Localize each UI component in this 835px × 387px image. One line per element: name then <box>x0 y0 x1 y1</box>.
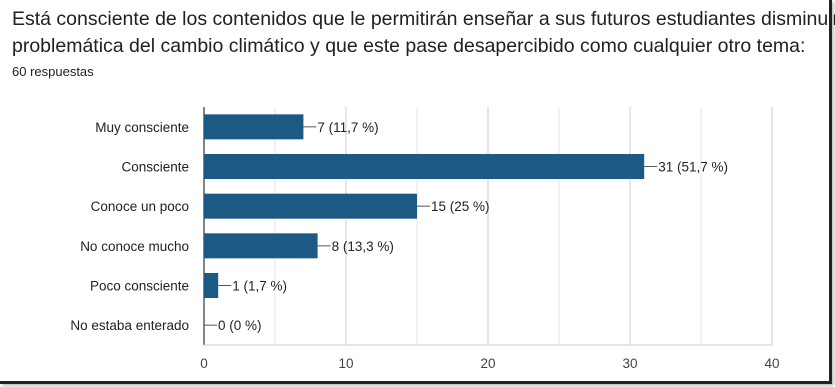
bar-chart: 0 10 20 30 40 Muy consciente 7 (11,7 %) Conscie… <box>70 107 780 371</box>
category-label: Poco consciente <box>90 279 189 294</box>
bar[interactable] <box>204 114 304 140</box>
x-tick-label: 0 <box>200 356 208 371</box>
bar[interactable] <box>204 193 417 219</box>
chart-labels: 0 10 20 30 40 Muy consciente 7 (11,7 %) Conscie… <box>70 120 779 371</box>
category-label: Conoce un poco <box>91 199 189 214</box>
question-title-line-2: problemática del cambio climático y que … <box>12 35 806 57</box>
value-label: 15 (25 %) <box>431 199 490 214</box>
x-tick-label: 30 <box>622 356 637 371</box>
value-label: 0 (0 %) <box>218 318 262 333</box>
value-label: 1 (1,7 %) <box>232 279 287 294</box>
value-label: 8 (13,3 %) <box>332 239 394 254</box>
value-label: 7 (11,7 %) <box>317 120 378 135</box>
question-title: Está consciente de los contenidos que le… <box>12 6 835 60</box>
category-label: Muy consciente <box>95 120 189 135</box>
chart-bars <box>204 114 658 326</box>
bar[interactable] <box>204 273 219 298</box>
x-tick-label: 40 <box>764 356 779 371</box>
x-tick-label: 10 <box>338 356 353 371</box>
category-label: Consciente <box>121 160 189 175</box>
x-tick-label: 20 <box>480 356 495 371</box>
chart-grid <box>203 107 773 346</box>
category-label: No conoce mucho <box>80 239 189 254</box>
bar[interactable] <box>204 154 645 179</box>
bar[interactable] <box>204 233 318 259</box>
category-label: No estaba enterado <box>70 318 189 333</box>
question-title-line-1: Está consciente de los contenidos que le… <box>12 8 835 30</box>
response-count: 60 respuestas <box>12 64 94 79</box>
value-label: 31 (51,7 %) <box>658 160 728 175</box>
